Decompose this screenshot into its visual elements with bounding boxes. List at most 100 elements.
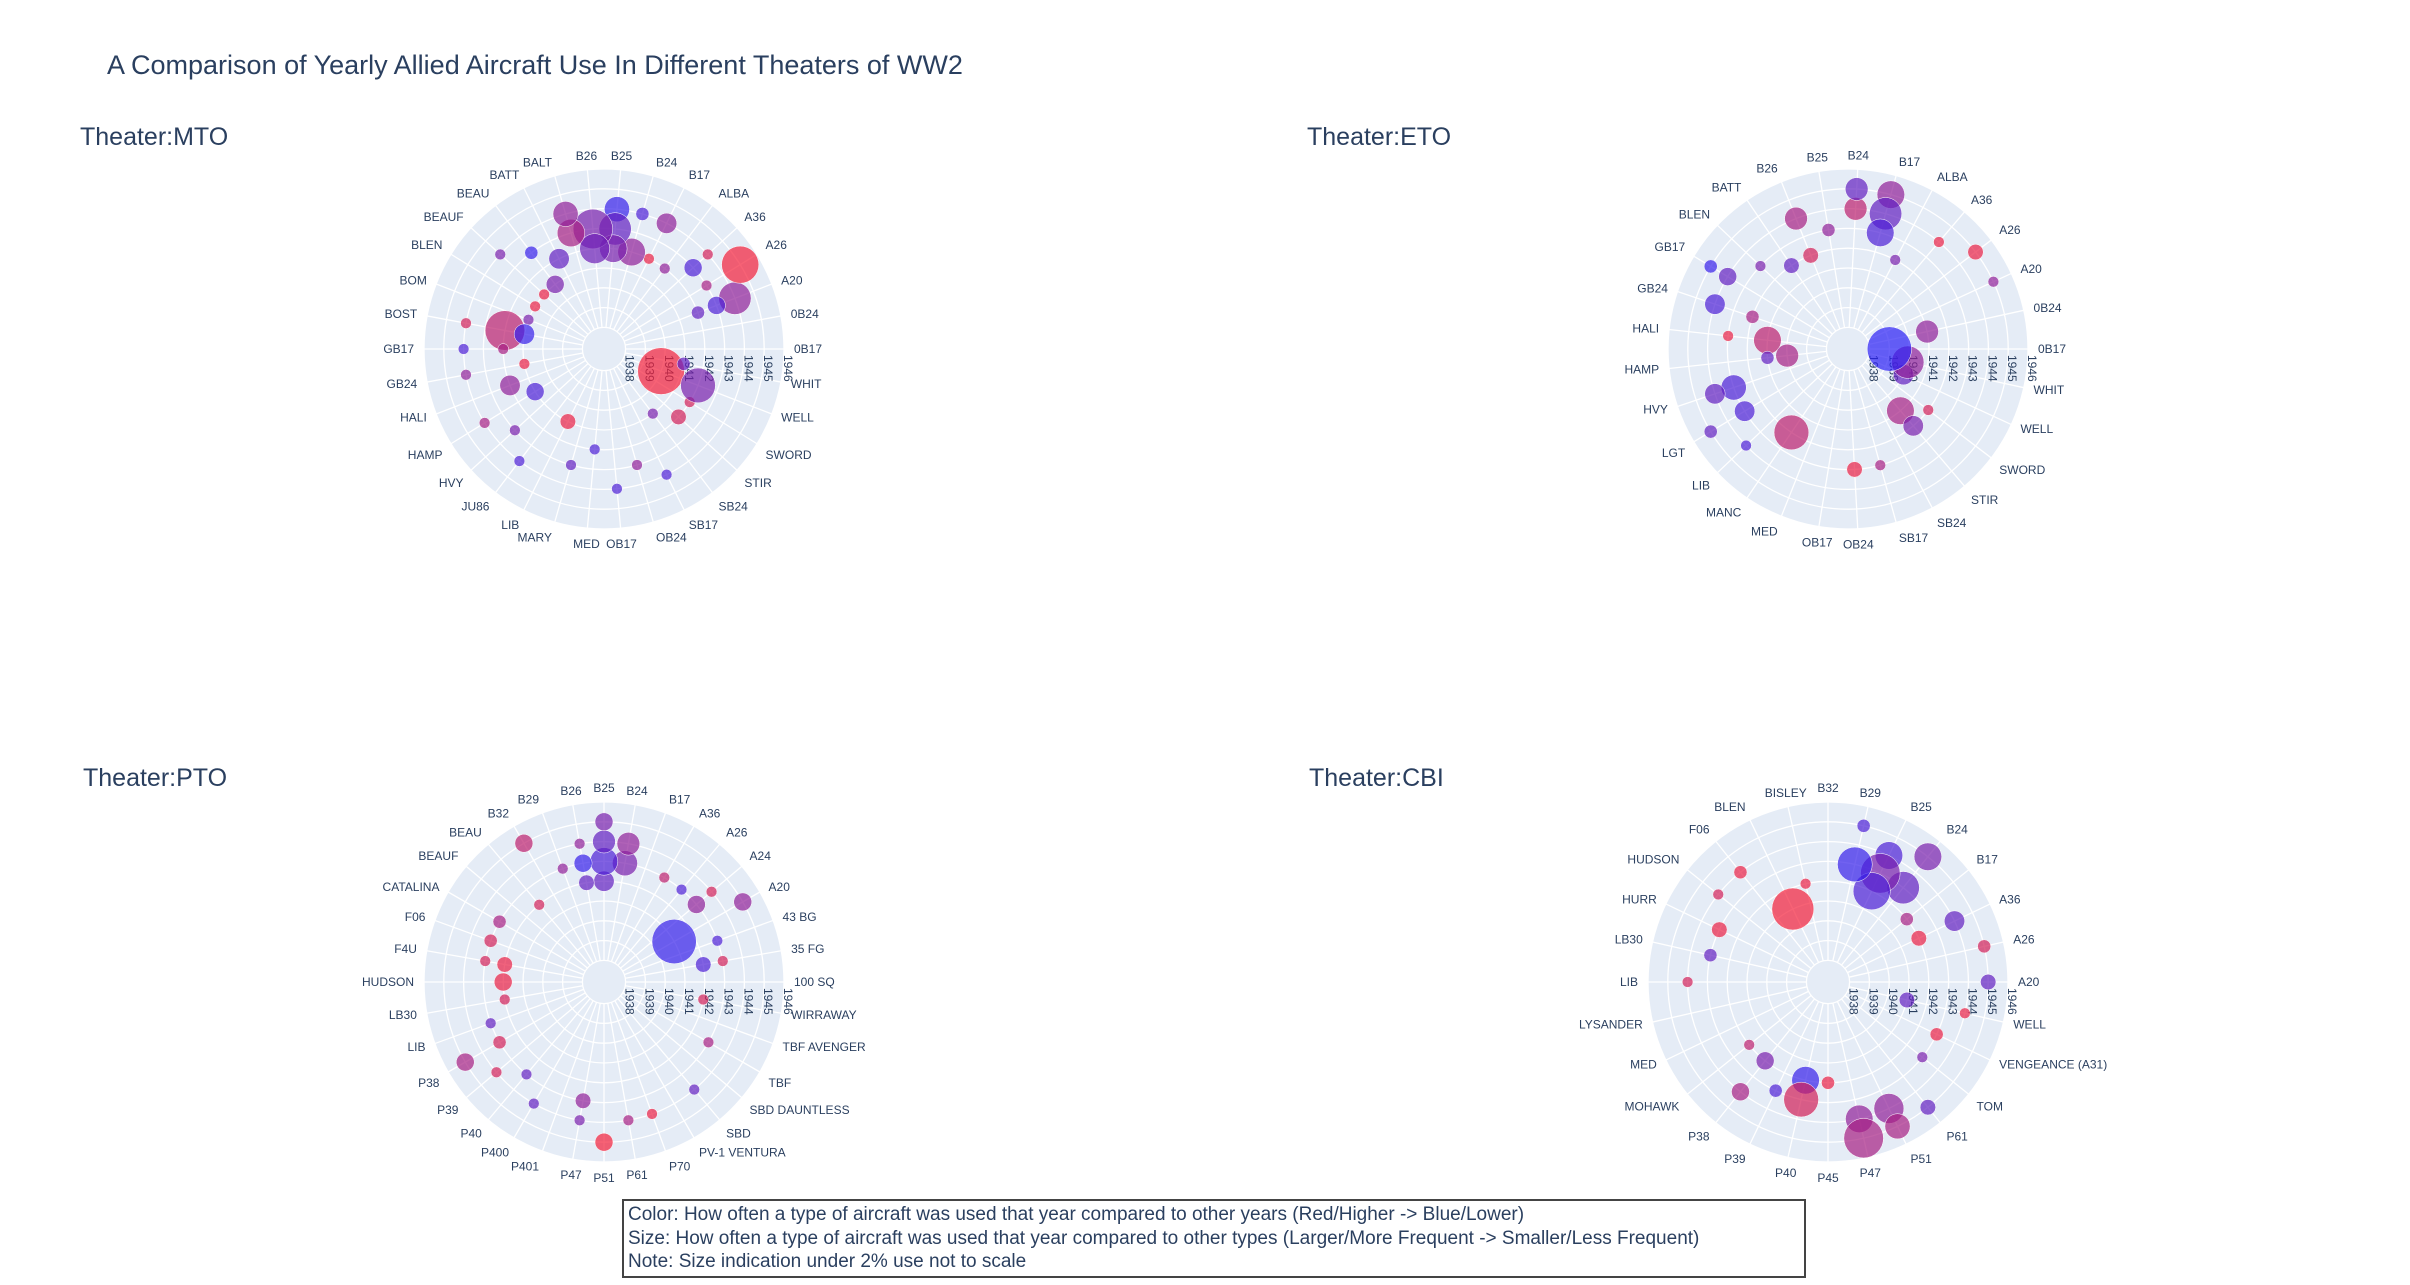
marker-ob24-1943[interactable] <box>1846 461 1863 478</box>
marker-hamp-1941[interactable] <box>525 382 545 401</box>
marker-b32-1945[interactable] <box>514 834 534 853</box>
marker-a24-1943[interactable] <box>687 895 706 914</box>
marker-p38-1943[interactable] <box>492 1035 507 1050</box>
marker-bost-1941[interactable] <box>513 323 535 345</box>
marker-f06-1944[interactable] <box>1733 865 1748 880</box>
marker-alba-1942[interactable] <box>659 262 671 275</box>
marker-p38-1944[interactable] <box>1731 1082 1750 1102</box>
marker-a36-1942[interactable] <box>1910 930 1927 947</box>
marker-hvy-1943[interactable] <box>509 424 521 436</box>
marker-35-fg-1943[interactable] <box>717 955 729 967</box>
marker-ob24-1943[interactable] <box>631 459 643 471</box>
marker-p40-1943[interactable] <box>1783 1081 1819 1118</box>
marker-b25-1945[interactable] <box>594 812 614 832</box>
marker-beauf-1944[interactable] <box>494 248 506 261</box>
marker-b26-1944[interactable] <box>1784 206 1808 231</box>
marker-well-1941[interactable] <box>1898 991 1916 1009</box>
marker-batt-1942[interactable] <box>1783 257 1800 274</box>
marker-a20-1945[interactable] <box>1987 276 2000 288</box>
marker-p47-1945[interactable] <box>1843 1118 1884 1159</box>
marker-batt-1942[interactable] <box>548 248 570 270</box>
marker-ob17-1944[interactable] <box>611 483 623 495</box>
marker-a24-1944[interactable] <box>705 886 718 898</box>
marker-manc-1942[interactable] <box>1773 414 1810 451</box>
marker-gb17-1944[interactable] <box>457 343 470 355</box>
marker-a20-1943[interactable] <box>707 296 726 315</box>
marker-a26-1945[interactable] <box>1967 244 1984 261</box>
marker-p39-1944[interactable] <box>490 1066 503 1078</box>
marker-b25-1942[interactable] <box>1852 872 1891 911</box>
marker-stir-1942[interactable] <box>1902 415 1924 437</box>
marker-bisley-1942[interactable] <box>1799 878 1812 890</box>
marker-p38-1945[interactable] <box>456 1052 475 1072</box>
marker-wirraway-1942[interactable] <box>697 993 709 1006</box>
marker-tbf-1943[interactable] <box>702 1036 715 1048</box>
marker-sb17-1943[interactable] <box>1874 459 1886 471</box>
marker-mohawk-1942[interactable] <box>1743 1039 1755 1051</box>
marker-a20-1942[interactable] <box>691 305 705 320</box>
marker-gb17-1944[interactable] <box>1718 267 1737 286</box>
marker-b24-1944[interactable] <box>635 207 650 221</box>
marker-p45-1942[interactable] <box>1821 1075 1835 1090</box>
marker-b26-1942[interactable] <box>579 233 610 264</box>
marker-p70-1944[interactable] <box>646 1108 658 1120</box>
marker-b29-1943[interactable] <box>1837 846 1873 883</box>
marker-p61-1945[interactable] <box>1919 1099 1936 1116</box>
marker-blen-1941[interactable] <box>1771 887 1815 931</box>
marker-sword-1942[interactable] <box>1922 404 1934 416</box>
marker-beauf-1941[interactable] <box>538 288 550 301</box>
marker-p61-1944[interactable] <box>622 1114 635 1126</box>
marker-sbd-1944[interactable] <box>688 1083 700 1096</box>
marker-hvy-1944[interactable] <box>1704 383 1726 405</box>
marker-b26-1943[interactable] <box>573 853 593 873</box>
marker-b24-1945[interactable] <box>1845 177 1869 201</box>
marker-vengeance-a31-1943[interactable] <box>1929 1027 1944 1042</box>
marker-b26-1942[interactable] <box>578 874 595 891</box>
marker-f4u-1943[interactable] <box>479 955 491 967</box>
marker-p51-1945[interactable] <box>1884 1113 1911 1140</box>
marker-gb24-1942[interactable] <box>1745 309 1760 324</box>
marker-alba-1942[interactable] <box>1889 254 1901 266</box>
marker-lib-1944[interactable] <box>1740 439 1752 452</box>
marker-balt-1944[interactable] <box>552 201 579 227</box>
marker-a36-1944[interactable] <box>1933 236 1945 248</box>
marker-sb17-1944[interactable] <box>660 469 673 481</box>
marker-well-1940[interactable] <box>637 347 685 395</box>
marker-a20-1945[interactable] <box>733 892 752 912</box>
marker-sb24-1941[interactable] <box>647 407 659 420</box>
marker-well-1944[interactable] <box>1959 1007 1971 1019</box>
marker-hali-1942[interactable] <box>499 374 521 396</box>
marker-stir-1942[interactable] <box>670 408 687 425</box>
marker-p51-1945[interactable] <box>594 1132 614 1152</box>
marker-a20-1941[interactable] <box>651 919 697 964</box>
marker-hurr-1943[interactable] <box>1711 921 1728 938</box>
marker-b17-1943[interactable] <box>1866 218 1895 247</box>
marker-p47-1943[interactable] <box>575 1092 592 1109</box>
marker-a36-1943[interactable] <box>658 871 670 884</box>
marker-hudson-1944[interactable] <box>1712 888 1724 901</box>
marker-a26-1945[interactable] <box>1977 939 1992 954</box>
marker-b24-1944[interactable] <box>616 832 641 856</box>
marker-b29-1943[interactable] <box>557 863 569 875</box>
marker-a26-1943[interactable] <box>675 883 688 896</box>
marker-blen-1943[interactable] <box>1754 260 1767 272</box>
marker-whit-1941[interactable] <box>676 357 691 371</box>
marker-ju86-1944[interactable] <box>513 455 526 467</box>
marker-beau-1943[interactable] <box>524 245 539 260</box>
marker-0b24-1941[interactable] <box>1915 319 1939 344</box>
marker-bost-1944[interactable] <box>460 317 472 329</box>
marker-b26-1942[interactable] <box>1802 247 1819 264</box>
marker-hamp-1944[interactable] <box>478 417 491 429</box>
marker-gb17-1942[interactable] <box>497 343 509 355</box>
marker-blen-1941[interactable] <box>529 300 541 313</box>
marker-gb24-1941[interactable] <box>518 358 531 370</box>
marker-p47-1944[interactable] <box>573 1114 586 1126</box>
marker-mary-1943[interactable] <box>565 459 577 471</box>
marker-b26-1944[interactable] <box>573 838 586 850</box>
marker-lgt-1943[interactable] <box>1734 400 1756 422</box>
marker-a20-1945[interactable] <box>1980 973 1997 991</box>
marker-b24-1945[interactable] <box>1913 842 1942 871</box>
marker-beau-1941[interactable] <box>545 275 565 294</box>
marker-lb30-1942[interactable] <box>499 993 511 1006</box>
marker-p39-1943[interactable] <box>1768 1083 1783 1098</box>
